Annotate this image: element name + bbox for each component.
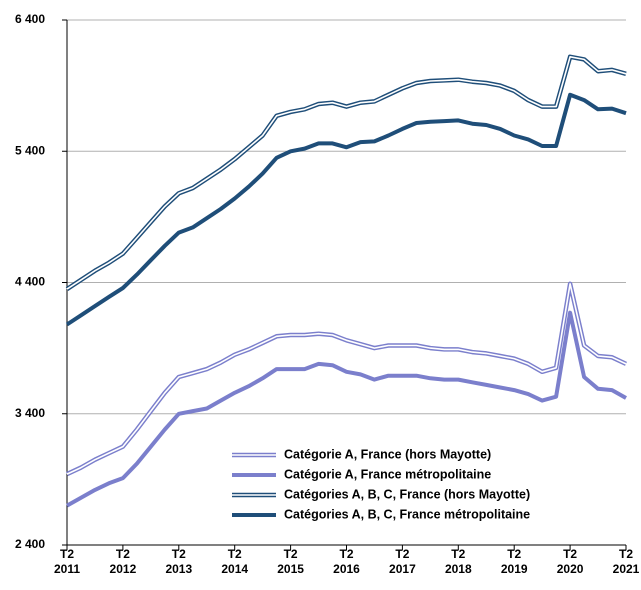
series-line	[65, 54, 627, 291]
y-tick-label: 3 400	[15, 406, 45, 420]
x-tick-label: T2 2012	[110, 547, 137, 576]
x-tick-label: T2 2015	[277, 547, 304, 576]
legend-label: Catégories A, B, C, France métropolitain…	[284, 507, 530, 521]
y-tick-label: 2 400	[15, 537, 45, 551]
series-line	[66, 310, 627, 508]
x-tick-label: T2 2016	[333, 547, 360, 576]
y-tick-label: 5 400	[15, 143, 45, 157]
x-tick-label: T2 2011	[54, 547, 80, 576]
y-tick-label: 6 400	[15, 12, 45, 26]
legend-label: Catégories A, B, C, France (hors Mayotte…	[284, 487, 530, 501]
legend-label: Catégorie A, France métropolitaine	[284, 467, 491, 481]
x-tick-label: T2 2020	[557, 547, 584, 576]
y-tick-label: 4 400	[15, 275, 45, 289]
x-tick-label: T2 2017	[389, 547, 416, 576]
x-tick-label: T2 2014	[221, 547, 248, 576]
legend-label: Catégorie A, France (hors Mayotte)	[284, 447, 491, 461]
x-tick-label: T2 2019	[501, 547, 528, 576]
x-tick-label: T2 2021	[613, 547, 640, 576]
series-line	[66, 56, 627, 290]
series-line	[66, 283, 627, 475]
series-line	[65, 92, 627, 327]
x-tick-label: T2 2018	[445, 547, 472, 576]
x-tick-label: T2 2013	[165, 547, 192, 576]
